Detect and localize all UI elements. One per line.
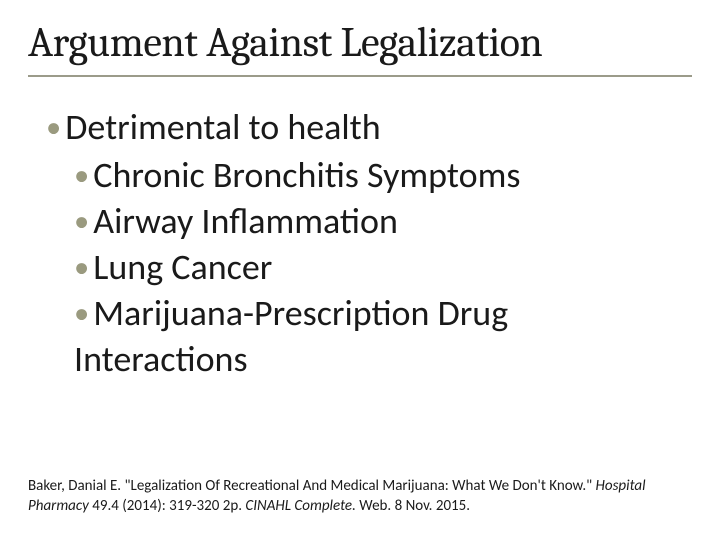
bullet-sub-text: Lung Cancer — [93, 245, 272, 289]
citation-source: CINAHL Complete. — [245, 497, 355, 515]
content-block: •Detrimental to health •Chronic Bronchit… — [0, 83, 720, 382]
bullet-sub: •Marijuana-Prescription Drug Interaction… — [74, 290, 688, 382]
bullet-sub-text: Marijuana-Prescription Drug Interactions — [74, 291, 508, 381]
citation: Baker, Danial E. "Legalization Of Recrea… — [28, 476, 692, 517]
bullet-sub: •Chronic Bronchitis Symptoms — [74, 152, 688, 198]
citation-vol: 49.4 (2014): 319-320 2p. — [92, 497, 242, 515]
bullet-main-text: Detrimental to health — [65, 105, 380, 149]
citation-title: "Legalization Of Recreational And Medica… — [125, 477, 593, 495]
bullet-sub-text: Chronic Bronchitis Symptoms — [93, 153, 520, 197]
title-underline — [28, 75, 692, 77]
bullet-sub: •Lung Cancer — [74, 244, 688, 290]
slide-title: Argument Against Legalization — [28, 18, 692, 67]
citation-medium: Web. 8 Nov. 2015. — [359, 497, 470, 515]
bullet-main: •Detrimental to health — [46, 105, 688, 150]
bullet-dot-icon: • — [74, 156, 89, 195]
citation-author: Baker, Danial E. — [28, 477, 121, 495]
bullet-sub-text: Airway Inflammation — [93, 199, 398, 243]
title-block: Argument Against Legalization — [0, 0, 720, 83]
bullet-dot-icon: • — [46, 109, 61, 147]
bullet-dot-icon: • — [74, 294, 89, 333]
bullet-dot-icon: • — [74, 248, 89, 287]
bullet-dot-icon: • — [74, 202, 89, 241]
bullet-sub: •Airway Inflammation — [74, 198, 688, 244]
